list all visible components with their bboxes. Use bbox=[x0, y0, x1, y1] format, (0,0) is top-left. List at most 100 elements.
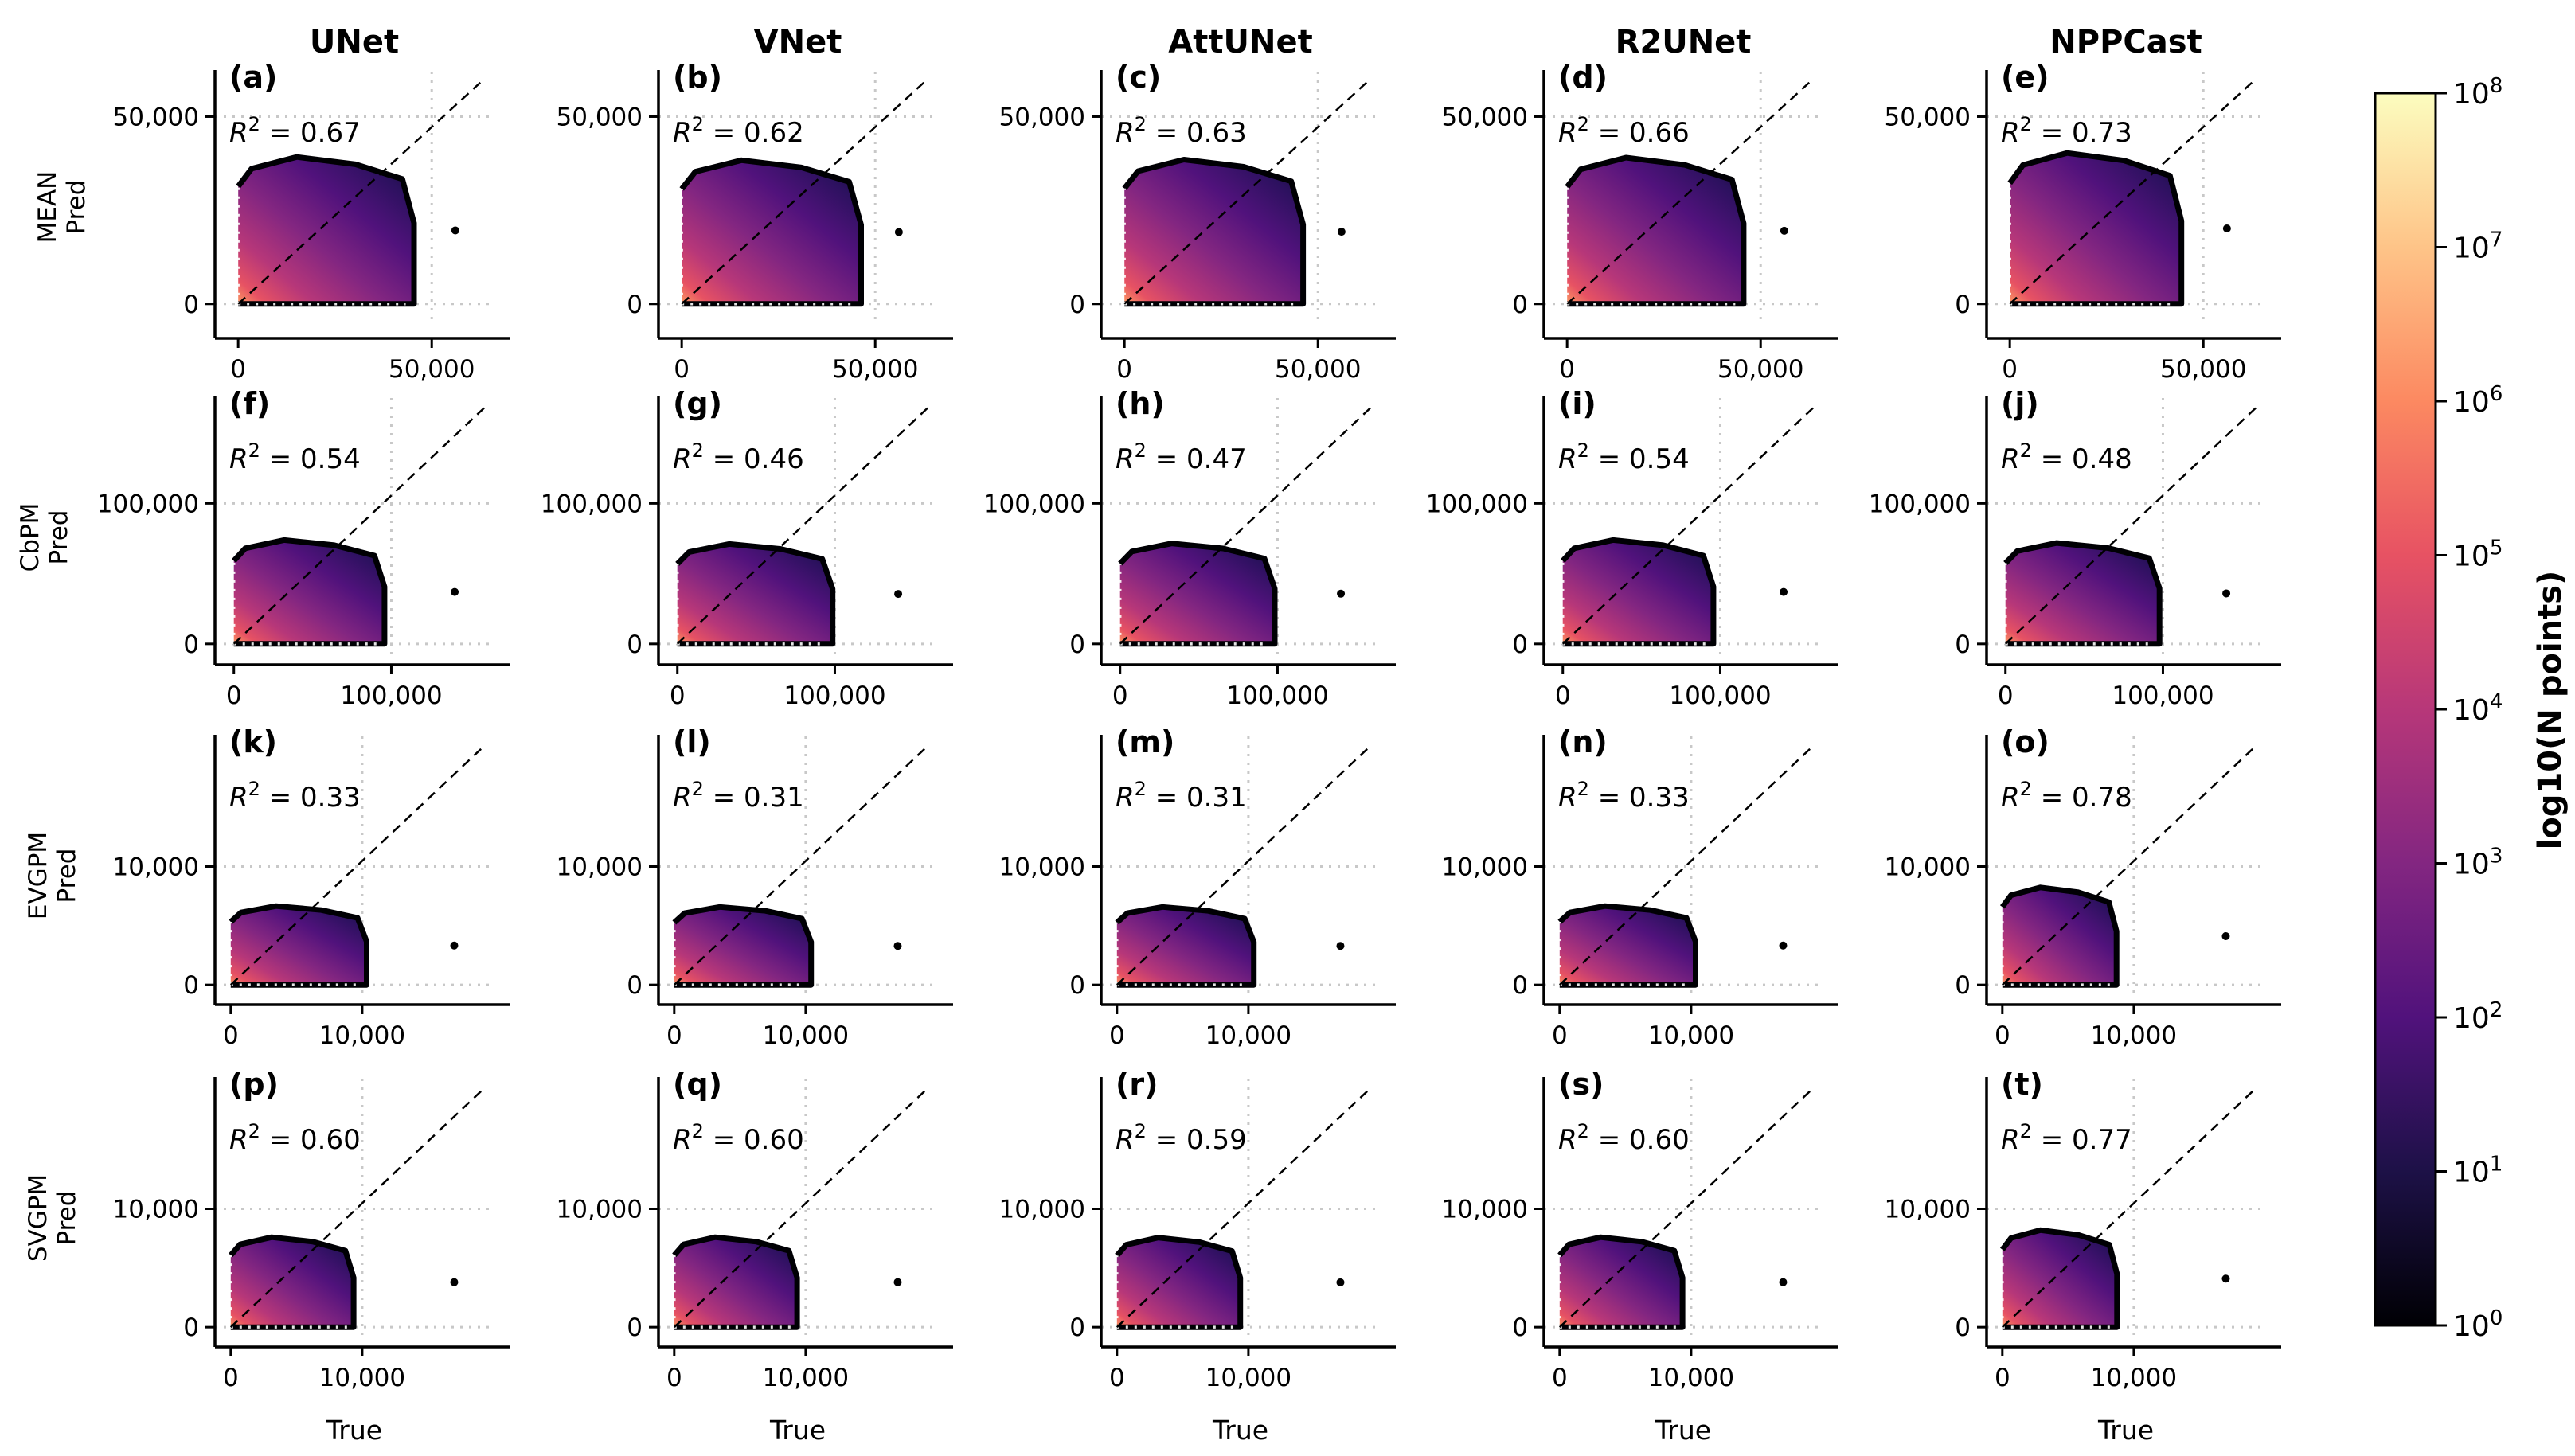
r2-annotation: R2 = 0.60 bbox=[673, 1120, 804, 1156]
r2-annotation: R2 = 0.60 bbox=[1558, 1120, 1690, 1156]
hexbin-density bbox=[2002, 887, 2117, 986]
hexbin-density bbox=[2010, 153, 2182, 304]
r2-annotation: R2 = 0.78 bbox=[2001, 778, 2132, 814]
hexbin-cloud bbox=[2007, 78, 2257, 307]
x-tick-label: 10,000 bbox=[319, 1364, 405, 1392]
identity-line bbox=[229, 1087, 485, 1329]
x-tick-label: 0 bbox=[1555, 681, 1571, 710]
panel-label: (p) bbox=[229, 1067, 279, 1102]
y-tick-label: 0 bbox=[1512, 630, 1528, 659]
panel-n: 0 10,000 0 10,000 (n) R2 = 0.33 bbox=[1442, 724, 1838, 1050]
x-tick-label: 10,000 bbox=[2091, 1364, 2177, 1392]
y-tick-label: 100,000 bbox=[97, 490, 199, 518]
x-tick-label: 0 bbox=[1552, 1364, 1568, 1392]
column-title: VNet bbox=[754, 24, 842, 61]
r2-annotation: R2 = 0.77 bbox=[2001, 1120, 2132, 1156]
hexbin-edge bbox=[672, 904, 815, 988]
row-label: MEANPred bbox=[33, 171, 91, 244]
x-tick-label: 0 bbox=[223, 1021, 239, 1050]
row-label: CbPMPred bbox=[16, 503, 73, 572]
hexbin-cloud bbox=[672, 745, 928, 988]
panel-label: (n) bbox=[1558, 724, 1608, 759]
panel-label: (r) bbox=[1116, 1067, 1158, 1102]
row-label: EVGPMPred bbox=[24, 832, 81, 919]
y-tick-label: 100,000 bbox=[1426, 490, 1528, 518]
outlier-point bbox=[893, 942, 902, 950]
x-tick-label: 10,000 bbox=[2091, 1021, 2177, 1050]
hexbin-density bbox=[1116, 1237, 1241, 1328]
y-tick-label: 0 bbox=[1955, 971, 1971, 1000]
y-tick-label: 0 bbox=[183, 630, 199, 659]
x-tick-label: 0 bbox=[1998, 681, 2014, 710]
x-tick-label: 0 bbox=[230, 355, 246, 384]
x-tick-label: 100,000 bbox=[783, 681, 885, 710]
x-tick-label: 0 bbox=[1112, 681, 1128, 710]
outlier-point bbox=[1779, 1278, 1788, 1286]
panel-label: (e) bbox=[2001, 60, 2049, 95]
x-tick-label: 50,000 bbox=[832, 355, 918, 384]
y-tick-label: 50,000 bbox=[999, 103, 1085, 131]
column-title: AttUNet bbox=[1168, 24, 1312, 61]
panel-c: 0 50,000 0 50,000 (c) R2 = 0.63 bbox=[999, 60, 1396, 384]
y-tick-label: 10,000 bbox=[1885, 853, 1971, 882]
y-tick-label: 0 bbox=[1512, 291, 1528, 319]
hexbin-cloud bbox=[675, 407, 928, 647]
column-title: NPPCast bbox=[2049, 24, 2202, 61]
outlier-point bbox=[1337, 589, 1346, 598]
panel-label: (k) bbox=[229, 724, 277, 759]
hexbin-density bbox=[1562, 540, 1713, 644]
panel-a: 0 50,000 0 50,000 (a) R2 = 0.67 bbox=[113, 60, 510, 384]
identity-line bbox=[1116, 745, 1371, 986]
x-tick-label: 0 bbox=[666, 1021, 682, 1050]
r2-annotation: R2 = 0.59 bbox=[1116, 1120, 1247, 1156]
hexbin-density bbox=[677, 544, 833, 644]
hexbin-edge bbox=[232, 537, 388, 647]
x-tick-label: 50,000 bbox=[1717, 355, 1803, 384]
outlier-point bbox=[1780, 226, 1788, 235]
colorbar-tick-label: 102 bbox=[2453, 998, 2503, 1035]
y-tick-label: 10,000 bbox=[1442, 1196, 1528, 1224]
y-tick-label: 10,000 bbox=[999, 1196, 1085, 1224]
outlier-point bbox=[894, 590, 903, 599]
panel-label: (d) bbox=[1558, 60, 1608, 95]
hexbin-cloud bbox=[1115, 745, 1371, 988]
hexbin-cloud bbox=[1999, 745, 2257, 988]
x-tick-label: 10,000 bbox=[1648, 1021, 1734, 1050]
r2-annotation: R2 = 0.73 bbox=[2001, 113, 2132, 149]
hexbin-density bbox=[2002, 1230, 2117, 1328]
x-tick-label: 10,000 bbox=[1648, 1364, 1734, 1392]
hexbin-edge bbox=[1115, 1235, 1244, 1330]
hexbin-cloud bbox=[1565, 78, 1814, 307]
outlier-point bbox=[2221, 1274, 2230, 1283]
hexbin-density bbox=[238, 157, 414, 304]
column-title: UNet bbox=[310, 24, 399, 61]
x-tick-label: 100,000 bbox=[1669, 681, 1771, 710]
hexbin-cloud bbox=[2003, 407, 2257, 647]
outlier-point bbox=[1336, 942, 1345, 950]
outlier-point bbox=[893, 1278, 902, 1286]
y-tick-label: 0 bbox=[1069, 1314, 1085, 1342]
identity-line bbox=[232, 407, 485, 645]
r2-annotation: R2 = 0.63 bbox=[1116, 113, 1247, 149]
colorbar-gradient bbox=[2374, 92, 2437, 1327]
panel-l: 0 10,000 0 10,000 (l) R2 = 0.31 bbox=[557, 724, 953, 1050]
hexbin-density bbox=[682, 160, 862, 304]
hexbin-cloud bbox=[1561, 407, 1814, 647]
colorbar-tick-label: 101 bbox=[2453, 1153, 2503, 1189]
y-tick-label: 0 bbox=[1955, 630, 1971, 659]
r2-annotation: R2 = 0.31 bbox=[1116, 778, 1247, 814]
panel-label: (s) bbox=[1558, 1067, 1604, 1102]
panel-i: 0 100,000 0 100,000 (i) R2 = 0.54 bbox=[1426, 386, 1838, 710]
y-tick-label: 0 bbox=[1512, 1314, 1528, 1342]
x-tick-label: 50,000 bbox=[389, 355, 475, 384]
r2-annotation: R2 = 0.46 bbox=[673, 439, 804, 475]
y-tick-label: 0 bbox=[183, 971, 199, 1000]
hexbin-edge bbox=[1999, 884, 2120, 988]
hexbin-cloud bbox=[679, 78, 928, 307]
y-tick-label: 10,000 bbox=[557, 853, 643, 882]
identity-line bbox=[676, 407, 928, 645]
r2-annotation: R2 = 0.48 bbox=[2001, 439, 2132, 475]
hexbin-density bbox=[1559, 906, 1696, 986]
y-tick-label: 0 bbox=[627, 971, 643, 1000]
hexbin-cloud bbox=[672, 1087, 928, 1330]
